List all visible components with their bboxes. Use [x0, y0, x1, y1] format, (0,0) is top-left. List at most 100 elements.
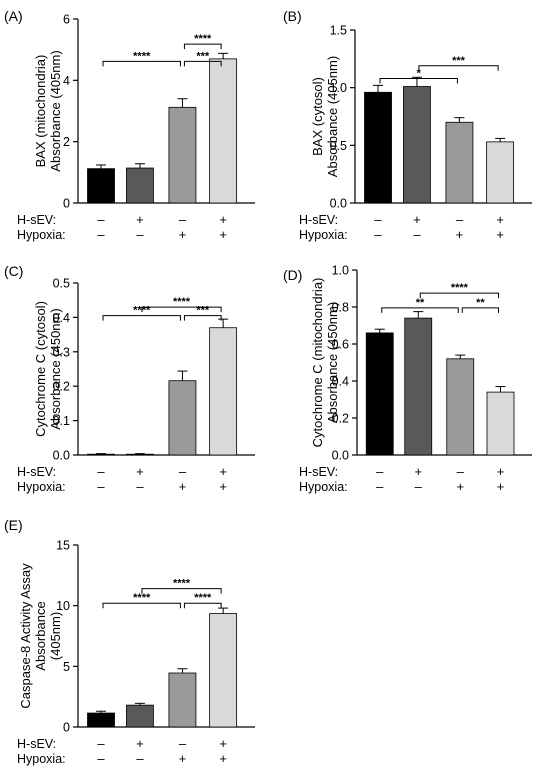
y-axis-label: BAX (mitochondria) — [33, 55, 48, 168]
significance-bracket — [381, 307, 459, 313]
condition-symbol: – — [97, 212, 105, 227]
y-tick-label: 0.1 — [53, 414, 70, 428]
y-axis-label: Cytochrome C (cytosol) — [33, 301, 48, 437]
y-tick-label: 15 — [56, 539, 70, 553]
y-tick-label: 5 — [63, 660, 70, 674]
chart-panel-1: (A) BAX (mitochondria) Absorbance (405nm) 0… — [4, 8, 255, 242]
condition-symbol: – — [97, 736, 105, 751]
y-tick-label: 0.4 — [53, 311, 70, 325]
condition-symbol: – — [179, 736, 187, 751]
chart-panel-4: (D) Cytochrome C (mitochondria) Absorbance… — [283, 264, 532, 494]
y-tick-label: 0.8 — [332, 301, 349, 315]
chart-panel-5: (E) Caspase-8 Activity Assay Absorbance (40… — [4, 517, 255, 766]
panel-label: (D) — [283, 267, 302, 283]
chart-panel-2: (B) BAX (cytosol) Absorbance (405nm) 0.0 0.5… — [283, 8, 532, 242]
bar — [209, 58, 238, 204]
significance-label: **** — [194, 33, 212, 45]
significance-label: **** — [194, 592, 212, 604]
significance-bracket — [183, 315, 222, 321]
significance-label: **** — [173, 578, 191, 590]
y-tick-label: 4 — [63, 74, 70, 88]
condition-symbol: – — [136, 751, 144, 766]
y-tick-label: 0.3 — [53, 345, 70, 359]
condition-symbol: – — [413, 227, 421, 242]
condition-symbol: + — [496, 227, 504, 242]
significance-bracket — [141, 588, 222, 594]
condition-symbol: + — [179, 751, 187, 766]
y-tick-label: 2 — [63, 135, 70, 149]
y-tick-label: 0.0 — [53, 449, 70, 463]
significance-bracket — [379, 77, 458, 84]
condition-symbol: + — [456, 227, 464, 242]
condition-symbol: + — [219, 464, 227, 479]
condition-symbol: – — [376, 479, 384, 494]
condition-symbol: + — [179, 227, 187, 242]
significance-bracket — [141, 306, 222, 313]
y-tick-label: 1.0 — [330, 81, 347, 95]
condition-symbol: + — [136, 464, 144, 479]
y-tick-label: 0 — [63, 721, 70, 735]
y-axis-label: Absorbance — [33, 601, 48, 670]
significance-bracket — [183, 60, 222, 67]
bar — [168, 380, 197, 456]
y-tick-label: 0.2 — [53, 380, 70, 394]
bar — [87, 453, 115, 456]
y-tick-label: 0.5 — [330, 139, 347, 153]
y-axis-label: Caspase-8 Activity Assay — [18, 563, 33, 709]
y-tick-label: 1.0 — [332, 264, 349, 278]
significance-bracket — [183, 602, 222, 609]
y-tick-label: 0 — [63, 197, 70, 211]
condition-symbol: – — [415, 479, 423, 494]
bar — [209, 327, 238, 456]
bar — [87, 168, 115, 204]
condition-symbol: + — [219, 736, 227, 751]
bar — [168, 672, 197, 728]
condition-symbol: – — [179, 212, 187, 227]
panel-label: (A) — [4, 8, 23, 24]
bar — [87, 712, 115, 728]
significance-label: *** — [196, 305, 210, 317]
bar — [445, 121, 474, 204]
bar — [126, 453, 154, 456]
significance-label: **** — [451, 282, 469, 294]
significance-bracket — [102, 602, 181, 609]
y-tick-label: 6 — [63, 13, 70, 27]
condition-label: H-sEV: — [299, 213, 338, 227]
bar — [168, 106, 197, 204]
bar — [404, 317, 433, 456]
bar — [126, 704, 154, 728]
condition-symbol: + — [219, 212, 227, 227]
condition-symbol: + — [219, 751, 227, 766]
bar — [486, 141, 515, 204]
significance-bracket — [183, 43, 222, 50]
bar — [446, 358, 475, 456]
significance-label: * — [417, 67, 422, 79]
significance-label: ** — [476, 297, 485, 309]
bar — [364, 91, 392, 204]
y-axis-label: Absorbance (405nm) — [325, 56, 340, 177]
condition-label: Hypoxia: — [17, 480, 66, 494]
significance-bracket — [419, 292, 499, 299]
condition-symbol: + — [414, 464, 422, 479]
panel-label: (B) — [283, 8, 302, 24]
significance-label: **** — [133, 592, 151, 604]
condition-label: Hypoxia: — [17, 752, 66, 766]
condition-symbol: – — [376, 464, 384, 479]
y-tick-label: 1.5 — [330, 24, 347, 38]
y-axis-label: BAX (cytosol) — [310, 77, 325, 156]
significance-label: **** — [133, 50, 151, 62]
condition-symbol: + — [219, 227, 227, 242]
condition-label: Hypoxia: — [299, 480, 348, 494]
y-axis-label: (405nm) — [48, 612, 63, 660]
panel-label: (C) — [4, 263, 23, 279]
bar — [486, 391, 515, 456]
condition-symbol: + — [497, 479, 505, 494]
condition-symbol: + — [456, 479, 464, 494]
condition-symbol: – — [179, 464, 187, 479]
panel-label: (E) — [4, 517, 23, 533]
y-axis-label: Absorbance (450nm) — [48, 308, 63, 429]
condition-symbol: + — [496, 212, 504, 227]
condition-label: H-sEV: — [17, 213, 56, 227]
y-axis-label: Absorbance (450nm) — [325, 302, 340, 423]
